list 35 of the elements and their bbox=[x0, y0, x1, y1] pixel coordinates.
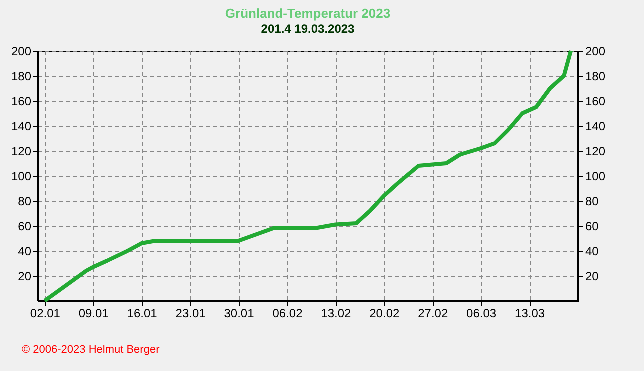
line-series bbox=[42, 49, 574, 303]
y-tick-label: 160 bbox=[11, 94, 32, 108]
x-tick-label: 06.02 bbox=[272, 306, 304, 320]
y-tick-label: 20 bbox=[18, 270, 32, 284]
y-tick-label: 180 bbox=[11, 70, 32, 84]
x-tick-label: 13.02 bbox=[321, 306, 352, 320]
x-tick-label: 13.03 bbox=[515, 306, 546, 320]
y2-tick-label: 160 bbox=[586, 94, 606, 108]
x-tick-label: 20.02 bbox=[370, 306, 400, 320]
x-tick-label: 09.01 bbox=[78, 306, 110, 320]
y2-tick-label: 140 bbox=[586, 120, 606, 134]
y-tick-label: 100 bbox=[11, 170, 32, 184]
x-tick-label: 30.01 bbox=[224, 306, 255, 320]
x-tick-label: 06.03 bbox=[466, 306, 497, 320]
x-tick-label: 16.01 bbox=[127, 306, 158, 320]
y-tick-label: 200 bbox=[11, 44, 32, 58]
y-tick-label: 120 bbox=[11, 144, 32, 158]
x-tick-label: 02.01 bbox=[30, 306, 61, 320]
chart-subtitle: 201.4 19.03.2023 bbox=[261, 22, 356, 36]
text: © 2006-2023 Helmut Berger bbox=[22, 344, 160, 356]
chart-title: Grünland-Temperatur 2023 bbox=[225, 6, 391, 21]
y2-tick-label: 60 bbox=[586, 220, 600, 234]
y2-tick-label: 180 bbox=[586, 70, 606, 84]
y2-tick-label: 20 bbox=[586, 270, 600, 284]
y-tick-label: 80 bbox=[18, 194, 32, 208]
y2-tick-label: 40 bbox=[586, 244, 600, 258]
y2-tick-label: 100 bbox=[586, 170, 606, 184]
y-tick-label: 140 bbox=[11, 120, 32, 134]
y-tick-label: 40 bbox=[18, 244, 32, 258]
x-tick-label: 27.02 bbox=[418, 306, 448, 320]
x-tick-label: 23.01 bbox=[176, 306, 206, 320]
y-tick-label: 60 bbox=[18, 220, 32, 234]
y2-tick-label: 200 bbox=[586, 44, 606, 58]
y2-tick-label: 80 bbox=[586, 194, 600, 208]
y2-tick-label: 120 bbox=[586, 144, 606, 158]
